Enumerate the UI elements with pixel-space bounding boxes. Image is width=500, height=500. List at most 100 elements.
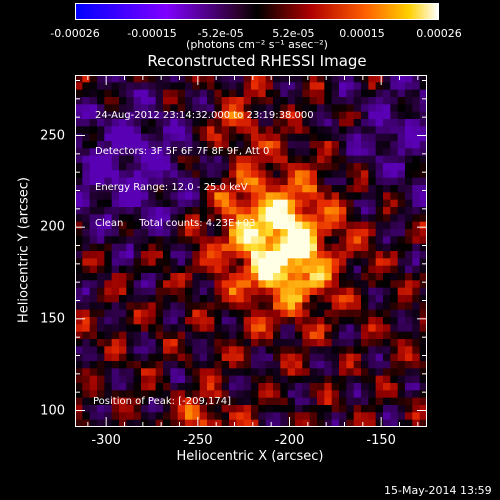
heatmap-cell bbox=[317, 236, 325, 245]
heatmap-cell bbox=[405, 192, 413, 201]
heatmap-cell bbox=[331, 207, 340, 215]
heatmap-cell bbox=[368, 111, 377, 120]
heatmap-cell bbox=[273, 419, 281, 427]
heatmap-cell bbox=[390, 133, 399, 142]
heatmap-cell bbox=[89, 207, 98, 215]
heatmap-cell bbox=[192, 258, 201, 267]
heatmap-cell bbox=[236, 412, 245, 421]
heatmap-cell bbox=[82, 419, 91, 427]
heatmap-cell bbox=[295, 185, 303, 193]
heatmap-cell bbox=[163, 419, 171, 427]
heatmap-cell bbox=[324, 126, 333, 135]
heatmap-cell bbox=[397, 192, 406, 201]
heatmap-cell bbox=[148, 331, 157, 340]
heatmap-cell bbox=[155, 412, 164, 421]
heatmap-cell bbox=[361, 280, 369, 289]
heatmap-cell bbox=[119, 111, 127, 120]
heatmap-cell bbox=[258, 243, 267, 252]
heatmap-cell bbox=[324, 207, 333, 215]
heatmap-cell bbox=[346, 111, 355, 120]
heatmap-cell bbox=[287, 258, 296, 267]
heatmap-cell bbox=[111, 353, 120, 362]
heatmap-cell bbox=[368, 192, 377, 201]
heatmap-cell bbox=[375, 412, 384, 421]
heatmap-cell bbox=[251, 104, 259, 113]
heatmap-cell bbox=[126, 258, 135, 267]
heatmap-cell bbox=[353, 295, 362, 303]
heatmap-cell bbox=[295, 199, 303, 208]
heatmap-cell bbox=[111, 287, 120, 296]
heatmap-cell bbox=[273, 280, 281, 289]
heatmap-cell bbox=[199, 214, 208, 223]
heatmap-cell bbox=[170, 89, 179, 98]
heatmap-cell bbox=[287, 82, 296, 91]
heatmap-cell bbox=[280, 133, 289, 142]
heatmap-cell bbox=[148, 133, 157, 142]
heatmap-cell bbox=[97, 199, 105, 208]
heatmap-cell bbox=[111, 368, 120, 377]
heatmap-cell bbox=[309, 383, 318, 391]
heatmap-cell bbox=[412, 353, 421, 362]
heatmap-cell bbox=[265, 302, 274, 311]
heatmap-cell bbox=[346, 265, 355, 274]
heatmap-cell bbox=[353, 82, 362, 91]
heatmap-cell bbox=[177, 243, 186, 252]
heatmap-cell bbox=[419, 383, 427, 391]
heatmap-cell bbox=[309, 419, 318, 427]
heatmap-cell bbox=[97, 324, 105, 333]
heatmap-cell bbox=[346, 280, 355, 289]
heatmap-cell bbox=[390, 214, 399, 223]
heatmap-cell bbox=[273, 324, 281, 333]
heatmap-cell bbox=[170, 339, 179, 347]
y-tick-label: 200 bbox=[40, 219, 65, 235]
heatmap-cell bbox=[405, 346, 413, 355]
heatmap-cell bbox=[368, 265, 377, 274]
heatmap-cell bbox=[390, 199, 399, 208]
heatmap-cell bbox=[368, 207, 377, 215]
heatmap-cell bbox=[119, 375, 127, 384]
heatmap-cell bbox=[390, 97, 399, 105]
heatmap-cell bbox=[361, 119, 369, 127]
heatmap-cell bbox=[126, 111, 135, 120]
heatmap-cell bbox=[119, 302, 127, 311]
heatmap-cell bbox=[185, 126, 193, 135]
heatmap-cell bbox=[390, 89, 399, 98]
heatmap-cell bbox=[302, 346, 311, 355]
heatmap-cell bbox=[229, 375, 237, 384]
heatmap-cell bbox=[170, 324, 179, 333]
heatmap-cell bbox=[295, 170, 303, 179]
heatmap-cell bbox=[82, 265, 91, 274]
heatmap-cell bbox=[280, 243, 289, 252]
heatmap-cell bbox=[258, 287, 267, 296]
heatmap-cell bbox=[111, 361, 120, 369]
heatmap-cell bbox=[339, 82, 347, 91]
heatmap-cell bbox=[405, 170, 413, 179]
heatmap-cell bbox=[265, 229, 274, 237]
heatmap-cell bbox=[243, 361, 252, 369]
heatmap-cell bbox=[104, 133, 113, 142]
heatmap-cell bbox=[317, 375, 325, 384]
heatmap-cell bbox=[317, 361, 325, 369]
heatmap-cell bbox=[163, 302, 171, 311]
heatmap-cell bbox=[397, 317, 406, 325]
heatmap-cell bbox=[368, 75, 377, 83]
heatmap-cell bbox=[339, 104, 347, 113]
heatmap-cell bbox=[258, 331, 267, 340]
heatmap-cell bbox=[177, 368, 186, 377]
heatmap-cell bbox=[361, 390, 369, 399]
heatmap-cell bbox=[287, 361, 296, 369]
heatmap-cell bbox=[383, 199, 391, 208]
heatmap-cell bbox=[229, 383, 237, 391]
heatmap-cell bbox=[111, 383, 120, 391]
heatmap-cell bbox=[133, 126, 142, 135]
heatmap-cell bbox=[375, 287, 384, 296]
heatmap-cell bbox=[405, 185, 413, 193]
heatmap-cell bbox=[346, 243, 355, 252]
heatmap-cell bbox=[397, 251, 406, 259]
heatmap-cell bbox=[207, 339, 215, 347]
heatmap-cell bbox=[155, 397, 164, 406]
heatmap-cell bbox=[361, 353, 369, 362]
heatmap-cell bbox=[163, 317, 171, 325]
heatmap-cell bbox=[75, 397, 83, 406]
heatmap-cell bbox=[324, 214, 333, 223]
